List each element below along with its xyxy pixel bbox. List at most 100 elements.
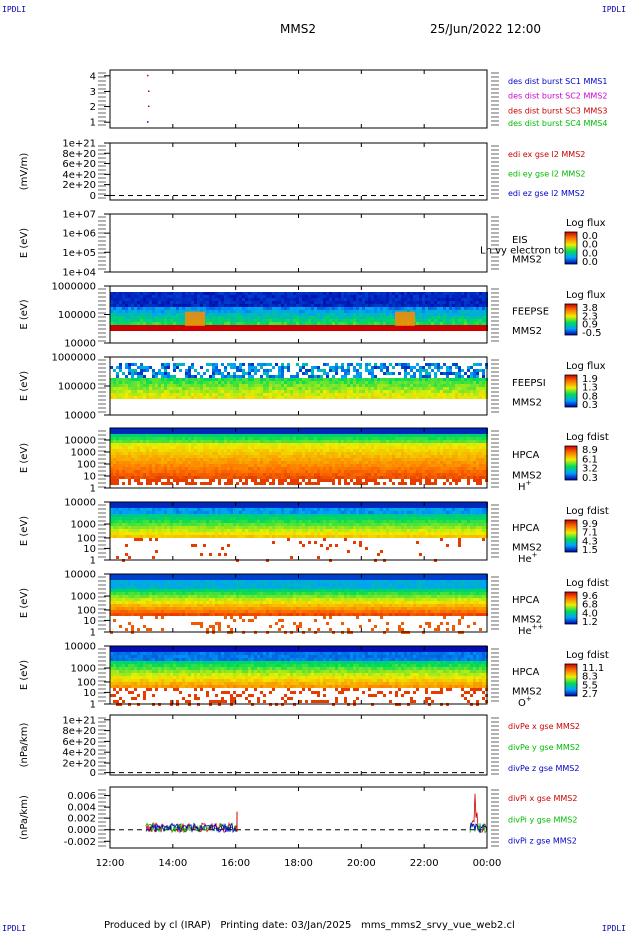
hpca_o-ytick-label: 10 bbox=[83, 688, 96, 699]
feepse-colorbar-tick: -0.5 bbox=[582, 328, 602, 339]
divpi-ytick-label: 0.004 bbox=[67, 803, 96, 814]
feepse-colorbar-tick: 0.9 bbox=[582, 320, 598, 331]
divpi-trace-3 bbox=[145, 822, 238, 834]
edi-ytick-label: 6e+20 bbox=[62, 159, 96, 170]
divpi-ytick-label: 0.000 bbox=[67, 825, 96, 836]
hpca_o-ytick-label: 10000 bbox=[64, 642, 96, 653]
feepsi-colorbar-tick: 0.3 bbox=[582, 400, 598, 411]
hpca_he-colorbar-title: Log fdist bbox=[566, 506, 609, 517]
divpi-series-label: divPi z gse MMS2 bbox=[508, 837, 577, 846]
mission-title: MMS2 bbox=[280, 22, 316, 36]
hpca_h-colorbar-tick: 6.1 bbox=[582, 454, 598, 465]
divpe-ytick-label: 6e+20 bbox=[62, 737, 96, 748]
hpca_h-ytick-label: 10000 bbox=[64, 436, 96, 447]
burst-series-label: des dist burst SC4 MMS4 bbox=[508, 119, 607, 128]
hpca_h-ytick-label: 10 bbox=[83, 472, 96, 483]
hpca_o-colorbar-tick: 8.3 bbox=[582, 672, 598, 683]
eis-ytick-label: 1e+05 bbox=[62, 248, 96, 259]
time-tick-label: 16:00 bbox=[221, 858, 250, 869]
feepsi-spacecraft-label: MMS2 bbox=[512, 398, 542, 409]
edi-ytick-label: 8e+20 bbox=[62, 149, 96, 160]
hpca_hepp-colorbar-tick: 4.0 bbox=[582, 608, 598, 619]
hpca_h-ytick-label: 1000 bbox=[71, 448, 96, 459]
eis-colorbar-tick: 0.0 bbox=[582, 231, 598, 242]
hpca_o-species-label: O+ bbox=[518, 695, 532, 709]
eis-ytick-label: 1e+04 bbox=[62, 268, 96, 279]
burst-series-label: des dist burst SC3 MMS3 bbox=[508, 106, 607, 115]
feepse-colorbar-tick: 3.8 bbox=[582, 303, 598, 314]
divpi-ytick-label: 0.006 bbox=[67, 791, 96, 802]
hpca_hepp-colorbar-tick: 9.6 bbox=[582, 591, 598, 602]
edi-ylabel: (mV/m) bbox=[19, 153, 30, 191]
divpe-ytick-label: 4e+20 bbox=[62, 748, 96, 759]
hpca_o-ylabel: E (eV) bbox=[19, 660, 30, 690]
hpca_o-ytick-label: 1000 bbox=[71, 664, 96, 675]
feepse-ytick-label: 100000 bbox=[58, 310, 96, 321]
time-tick-label: 18:00 bbox=[284, 858, 313, 869]
eis-instrument-label: EIS bbox=[512, 235, 528, 246]
hpca_h-colorbar-title: Log fdist bbox=[566, 432, 609, 443]
divpi-ytick-label: 0.002 bbox=[67, 814, 96, 825]
eis-colorbar-tick: 0.0 bbox=[582, 240, 598, 251]
divpe-ytick-label: 1e+21 bbox=[62, 715, 96, 726]
hpca_hepp-ytick-label: 10 bbox=[83, 616, 96, 627]
corner-label-top-left: IPDLI bbox=[2, 5, 27, 14]
hpca_hepp-colorbar bbox=[564, 591, 578, 625]
hpca_h-ylabel: E (eV) bbox=[19, 443, 30, 473]
feepsi-ytick-label: 10000 bbox=[64, 411, 96, 422]
hpca_h-colorbar-tick: 8.9 bbox=[582, 445, 598, 456]
hpca_hepp-spacecraft-label: MMS2 bbox=[512, 615, 542, 626]
hpca_he-colorbar bbox=[564, 519, 578, 553]
eis-ytick-label: 1e+07 bbox=[62, 210, 96, 221]
hpca_o-instrument-label: HPCA bbox=[512, 667, 540, 678]
hpca_he-species-label: He+ bbox=[518, 551, 538, 565]
plot-datetime: 25/Jun/2022 12:00 bbox=[430, 22, 542, 36]
burst-marker bbox=[148, 90, 150, 92]
feepse-ytick-label: 1000000 bbox=[51, 282, 96, 293]
hpca_he-ylabel: E (eV) bbox=[19, 516, 30, 546]
hpca_h-ytick-label: 100 bbox=[77, 460, 96, 471]
burst-marker bbox=[147, 74, 149, 77]
edi-ytick-label: 4e+20 bbox=[62, 170, 96, 181]
hpca_o-colorbar-tick: 5.5 bbox=[582, 680, 598, 691]
hpca_o-ytick-label: 1 bbox=[90, 700, 96, 711]
footer-producer: Produced by cl (IRAP) bbox=[104, 920, 211, 931]
feepsi-colorbar-tick: 1.9 bbox=[582, 374, 598, 385]
feepse-colorbar-title: Log flux bbox=[566, 290, 606, 301]
hpca_h-colorbar-tick: 0.3 bbox=[582, 473, 598, 484]
burst-ytick-label: 4 bbox=[90, 71, 96, 82]
hpca_hepp-species-label: He++ bbox=[518, 623, 544, 637]
burst-ytick-label: 1 bbox=[90, 118, 96, 129]
hpca_h-colorbar bbox=[564, 445, 578, 481]
eis-ylabel: E (eV) bbox=[19, 228, 30, 258]
hpca_he-colorbar-tick: 7.1 bbox=[582, 528, 598, 539]
divpe-ytick-label: 8e+20 bbox=[62, 726, 96, 737]
time-tick-label: 22:00 bbox=[410, 858, 439, 869]
edi-ytick-label: 2e+20 bbox=[62, 180, 96, 191]
divpe-ytick-label: 0 bbox=[90, 768, 96, 779]
corner-label-top-right: IPDLI bbox=[601, 5, 626, 14]
hpca_he-ytick-label: 1 bbox=[90, 556, 96, 567]
hpca_hepp-ytick-label: 10000 bbox=[64, 570, 96, 581]
eis-overlay-label: Ln vy electron to bbox=[480, 245, 564, 256]
edi-series-label: edi ey gse l2 MMS2 bbox=[508, 170, 586, 179]
edi-ytick-label: 0 bbox=[90, 191, 96, 202]
divpi-trace-end-3 bbox=[469, 822, 488, 833]
eis-spacecraft-label: MMS2 bbox=[512, 255, 542, 266]
hpca_hepp-ytick-label: 1 bbox=[90, 628, 96, 639]
hpca_h-ytick-label: 1 bbox=[90, 484, 96, 495]
burst-marker bbox=[147, 121, 149, 123]
burst-ytick-label: 2 bbox=[90, 102, 96, 113]
feepsi-ytick-label: 100000 bbox=[58, 382, 96, 393]
edi-series-label: edi ez gse l2 MMS2 bbox=[508, 189, 585, 198]
eis-colorbar-tick: 0.0 bbox=[582, 257, 598, 268]
hpca_he-ytick-label: 1000 bbox=[71, 520, 96, 531]
feepse-instrument-label: FEEPSE bbox=[512, 307, 549, 318]
divpe-ytick-label: 2e+20 bbox=[62, 759, 96, 770]
hpca_he-spacecraft-label: MMS2 bbox=[512, 543, 542, 554]
hpca_hepp-ylabel: E (eV) bbox=[19, 588, 30, 618]
eis-ytick-label: 1e+06 bbox=[62, 229, 96, 240]
hpca_h-instrument-label: HPCA bbox=[512, 450, 540, 461]
feepsi-ylabel: E (eV) bbox=[19, 371, 30, 401]
footer-file-name: mms_mms2_srvy_vue_web2.cl bbox=[360, 920, 515, 931]
